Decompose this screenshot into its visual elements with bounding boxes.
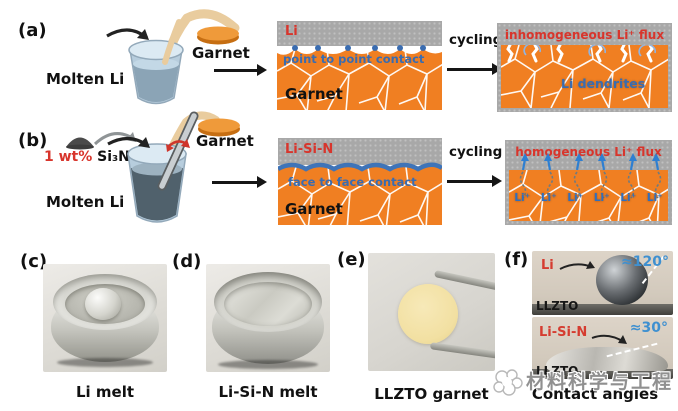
schematic-b-after: homogeneous Li⁺ flux Li⁺ L xyxy=(505,140,672,225)
si3n4-powder xyxy=(66,137,94,150)
llzto-garnet-caption: LLZTO garnet xyxy=(374,385,489,403)
li-contact-angle-value: ≈120° xyxy=(621,254,669,270)
additive-formula: Si₃N₄ xyxy=(97,149,137,165)
contact-label-a: point to point contact xyxy=(283,52,425,66)
garnet-layer-a-before xyxy=(277,45,442,110)
additive-amount: 1 wt% xyxy=(44,149,93,165)
arrow-b-to-schematic xyxy=(212,176,267,188)
li-ion: Li⁺ xyxy=(593,192,610,204)
lisin-droplet-spread xyxy=(546,347,668,371)
li-contact-angle-photo: Li ≈120° LLZTO xyxy=(532,251,673,315)
lisin-melt-photo xyxy=(206,264,330,372)
lisin-droplet-label: Li-Si-N xyxy=(539,325,588,340)
llzto-disc xyxy=(398,284,458,344)
flux-arrows xyxy=(521,153,660,171)
li-melt-photo xyxy=(43,264,167,372)
garnet-label-a: Garnet xyxy=(192,44,250,62)
li-ion: Li⁺ xyxy=(567,192,584,204)
llzto-substrate-label: LLZTO xyxy=(536,299,579,313)
li-droplet-label: Li xyxy=(541,258,554,273)
li-pointer-arrow xyxy=(559,261,595,270)
li-ion: Li⁺ xyxy=(646,192,663,204)
li-melt-caption: Li melt xyxy=(75,383,135,401)
li-layer-label-a: Li xyxy=(285,24,298,39)
panel-d-label: (d) xyxy=(172,251,202,272)
garnet-layer-label-a: Garnet xyxy=(285,85,343,103)
contact-label-b: face to face contact xyxy=(288,175,417,189)
watermark-text: 材料科学与工程 xyxy=(526,371,674,393)
lisin-layer xyxy=(278,138,442,165)
arrow-a-to-schematic xyxy=(214,64,267,76)
garnet-layer-label-b: Garnet xyxy=(285,200,343,218)
li-layer-a xyxy=(277,21,442,46)
llzto-substrate xyxy=(532,369,673,379)
panel-b-label: (b) xyxy=(18,130,48,151)
garnet-disc-b xyxy=(198,118,240,137)
li-ball xyxy=(85,288,121,320)
stir-rotation-arrow xyxy=(166,139,190,152)
panel-e-label: (e) xyxy=(337,249,366,270)
lisin-pointer-arrow xyxy=(591,334,627,344)
li-ion: Li⁺ xyxy=(540,192,557,204)
li-droplet-ball xyxy=(596,255,648,305)
garnet-layer-a-after xyxy=(501,45,668,108)
schematic-a-before: Li point to point contact Garnet xyxy=(277,21,442,110)
crucible-shadow xyxy=(218,360,318,369)
llzto-substrate-label: LLZTO xyxy=(536,364,579,378)
lisin-contact-angle-photo: Li-Si-N ≈30° LLZTO xyxy=(532,317,673,379)
schematic-b-before: Li-Si-N face to face contact Garnet xyxy=(278,138,442,225)
schematic-a-after: inhomogeneous Li⁺ flux Li dendrites xyxy=(497,23,672,112)
crucible-shadow xyxy=(57,358,153,367)
panel-f-label: (f) xyxy=(504,249,529,270)
contact-angles-caption: Contact angles xyxy=(531,385,659,403)
llzto-substrate xyxy=(532,304,673,315)
garnet-label-b: Garnet xyxy=(196,132,254,150)
cycling-label-b: cycling xyxy=(449,144,503,160)
panel-c-label: (c) xyxy=(20,251,48,272)
cycling-arrow-a xyxy=(447,63,502,75)
lisin-contact-angle-value: ≈30° xyxy=(629,320,668,336)
panel-a-label: (a) xyxy=(18,20,47,41)
garnet-layer-b-before xyxy=(278,162,442,225)
flux-label-b: homogeneous Li⁺ flux xyxy=(515,145,662,159)
flux-label-a: inhomogeneous Li⁺ flux xyxy=(504,28,665,42)
lisin-layer-label: Li-Si-N xyxy=(285,142,334,157)
cycling-arrow-b xyxy=(447,175,502,187)
molten-li-label-a: Molten Li xyxy=(46,70,125,88)
cycling-label-a: cycling xyxy=(449,32,503,48)
dendrites-label: Li dendrites xyxy=(561,76,646,91)
llzto-garnet-photo xyxy=(368,253,495,371)
lisin-melt-caption: Li-Si-N melt xyxy=(218,383,318,401)
additive-label: 1 wt% Si₃N₄ xyxy=(44,149,136,165)
ion-row: Li⁺ Li⁺ Li⁺ Li⁺ Li⁺ Li⁺ xyxy=(509,192,668,204)
tweezers-bottom-prong xyxy=(429,342,495,359)
watermark-logo-icon xyxy=(493,369,523,396)
li-ion: Li⁺ xyxy=(620,192,637,204)
molten-li-label-b: Molten Li xyxy=(46,193,125,211)
molten-li-cup-b xyxy=(107,111,220,223)
garnet-layer-b-after xyxy=(509,170,668,221)
smooth-melt-surface xyxy=(224,282,312,326)
li-ion: Li⁺ xyxy=(514,192,531,204)
molten-li-cup-a xyxy=(106,9,240,105)
garnet-disc-a xyxy=(197,26,239,45)
